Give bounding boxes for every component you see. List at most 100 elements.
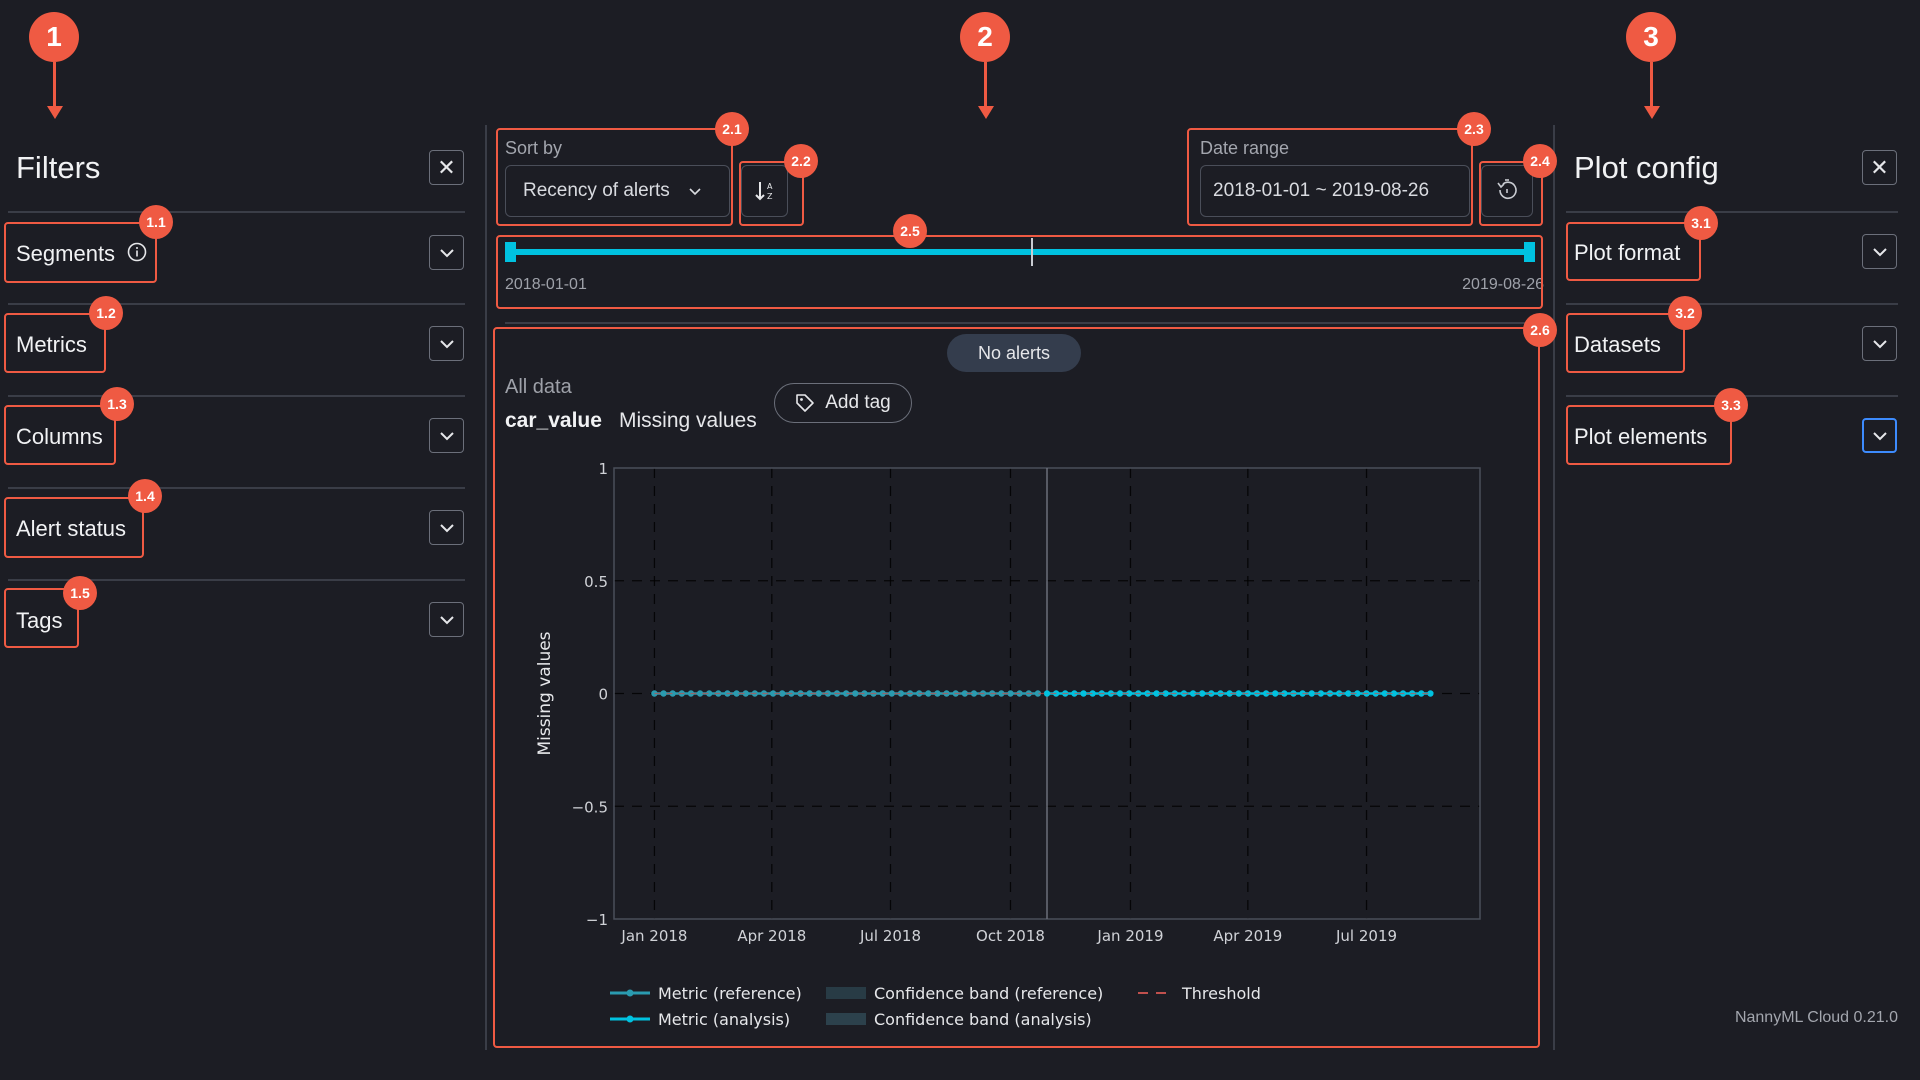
- reference-point: [779, 690, 786, 697]
- divider: [1566, 211, 1898, 213]
- chevron-down-icon: [439, 431, 454, 440]
- annotation-badge: 2.2: [784, 144, 818, 178]
- reference-point: [925, 690, 932, 697]
- analysis-point: [1071, 690, 1078, 697]
- annotation-marker-3: 3: [1626, 12, 1676, 62]
- analysis-point: [1272, 690, 1279, 697]
- annotation-badge: 1.4: [128, 479, 162, 513]
- filter-columns[interactable]: Columns: [16, 424, 103, 449]
- tag-icon: [796, 394, 815, 412]
- filter-segments[interactable]: Segments: [16, 241, 147, 267]
- annotation-badge: 1.5: [63, 576, 97, 610]
- analysis-point: [1345, 690, 1352, 697]
- column-name: car_value: [505, 409, 602, 432]
- x-tick-label: Oct 2018: [976, 927, 1045, 945]
- reference-point: [842, 690, 850, 697]
- legend-label: Confidence band (analysis): [874, 1010, 1092, 1029]
- annotation-arrow: [53, 62, 56, 108]
- tags-expand-button[interactable]: [429, 602, 464, 637]
- analysis-point: [1390, 690, 1398, 697]
- reference-point: [706, 690, 713, 697]
- reference-point: [669, 690, 676, 697]
- annotation-badge: 2.5: [893, 214, 927, 248]
- reference-point: [769, 690, 777, 697]
- x-tick-label: Apr 2018: [737, 927, 806, 945]
- reference-point: [1007, 690, 1014, 697]
- reference-point: [815, 690, 822, 697]
- y-tick-label: 0: [598, 686, 608, 704]
- chevron-down-icon: [439, 523, 454, 532]
- annotation-badge: 1.2: [89, 296, 123, 330]
- chevron-down-icon: [1872, 339, 1887, 348]
- analysis-point: [1162, 690, 1169, 697]
- datasets-item[interactable]: Datasets: [1574, 332, 1661, 357]
- filter-alert-status[interactable]: Alert status: [16, 516, 127, 541]
- annotation-badge: 3.2: [1668, 296, 1702, 330]
- legend-marker-swatch: [626, 989, 634, 997]
- reference-point: [934, 690, 941, 697]
- close-filters-button[interactable]: ✕: [429, 150, 464, 185]
- analysis-point: [1418, 690, 1425, 697]
- alert-status-pill: No alerts: [947, 334, 1081, 372]
- sort-az-icon: AZ: [754, 182, 773, 201]
- sort-by-label: Sort by: [505, 138, 563, 158]
- divider: [8, 487, 465, 489]
- annotation-badge: 1.1: [139, 205, 173, 239]
- info-icon: [127, 242, 147, 262]
- reference-point: [970, 690, 978, 697]
- add-tag-label: Add tag: [825, 392, 891, 413]
- analysis-point: [1381, 690, 1388, 697]
- filter-metrics[interactable]: Metrics: [16, 332, 87, 357]
- add-tag-button[interactable]: Add tag: [774, 383, 912, 423]
- legend-label: Threshold: [1181, 984, 1261, 1003]
- x-tick-label: Jan 2018: [620, 927, 687, 945]
- annotation-arrowhead: [1644, 106, 1660, 119]
- divider: [8, 395, 465, 397]
- segments-expand-button[interactable]: [429, 235, 464, 270]
- metrics-expand-button[interactable]: [429, 326, 464, 361]
- legend-marker-swatch: [626, 1015, 634, 1023]
- annotation-badge: 3.3: [1714, 388, 1748, 422]
- sort-by-select[interactable]: Recency of alerts: [505, 165, 730, 217]
- plot-elements-expand-button[interactable]: [1862, 418, 1897, 453]
- analysis-point: [1262, 690, 1270, 697]
- plot-format-item[interactable]: Plot format: [1574, 240, 1681, 265]
- chevron-down-icon: [1872, 247, 1887, 256]
- date-range-input[interactable]: 2018-01-01 ~ 2019-08-26: [1200, 165, 1470, 217]
- chevron-down-icon: [1872, 431, 1887, 440]
- segment-label: All data: [505, 376, 572, 398]
- reference-point: [1034, 690, 1042, 697]
- analysis-point: [1089, 690, 1096, 697]
- date-range-label: Date range: [1200, 138, 1290, 158]
- metric-name: Missing values: [619, 409, 757, 432]
- history-reset-icon: [1497, 179, 1517, 200]
- analysis-point: [1199, 690, 1206, 697]
- plot-elements-item[interactable]: Plot elements: [1574, 424, 1708, 449]
- filter-tags[interactable]: Tags: [16, 608, 63, 633]
- reference-point: [852, 690, 859, 697]
- slider-end-handle[interactable]: [1524, 242, 1535, 262]
- chevron-down-icon: [689, 187, 701, 195]
- plot-format-expand-button[interactable]: [1862, 234, 1897, 269]
- panel-divider: [1553, 125, 1555, 1050]
- x-tick-label: Jan 2019: [1096, 927, 1163, 945]
- analysis-point: [1354, 690, 1361, 697]
- date-slider-track[interactable]: [510, 249, 1532, 255]
- analysis-point: [1427, 690, 1434, 697]
- alert-status-expand-button[interactable]: [429, 510, 464, 545]
- legend-band-swatch: [826, 987, 866, 999]
- slider-start-handle[interactable]: [505, 242, 516, 262]
- datasets-expand-button[interactable]: [1862, 326, 1897, 361]
- analysis-point: [1153, 690, 1160, 697]
- annotation-box: [496, 235, 1543, 309]
- slider-start-label: 2018-01-01: [505, 276, 587, 293]
- columns-expand-button[interactable]: [429, 418, 464, 453]
- legend-label: Metric (reference): [658, 984, 802, 1003]
- close-plot-config-button[interactable]: ✕: [1862, 150, 1897, 185]
- reset-date-button[interactable]: [1481, 165, 1533, 217]
- annotation-arrowhead: [978, 106, 994, 119]
- svg-text:Z: Z: [767, 192, 773, 201]
- chevron-down-icon: [439, 248, 454, 257]
- reference-point: [742, 690, 749, 697]
